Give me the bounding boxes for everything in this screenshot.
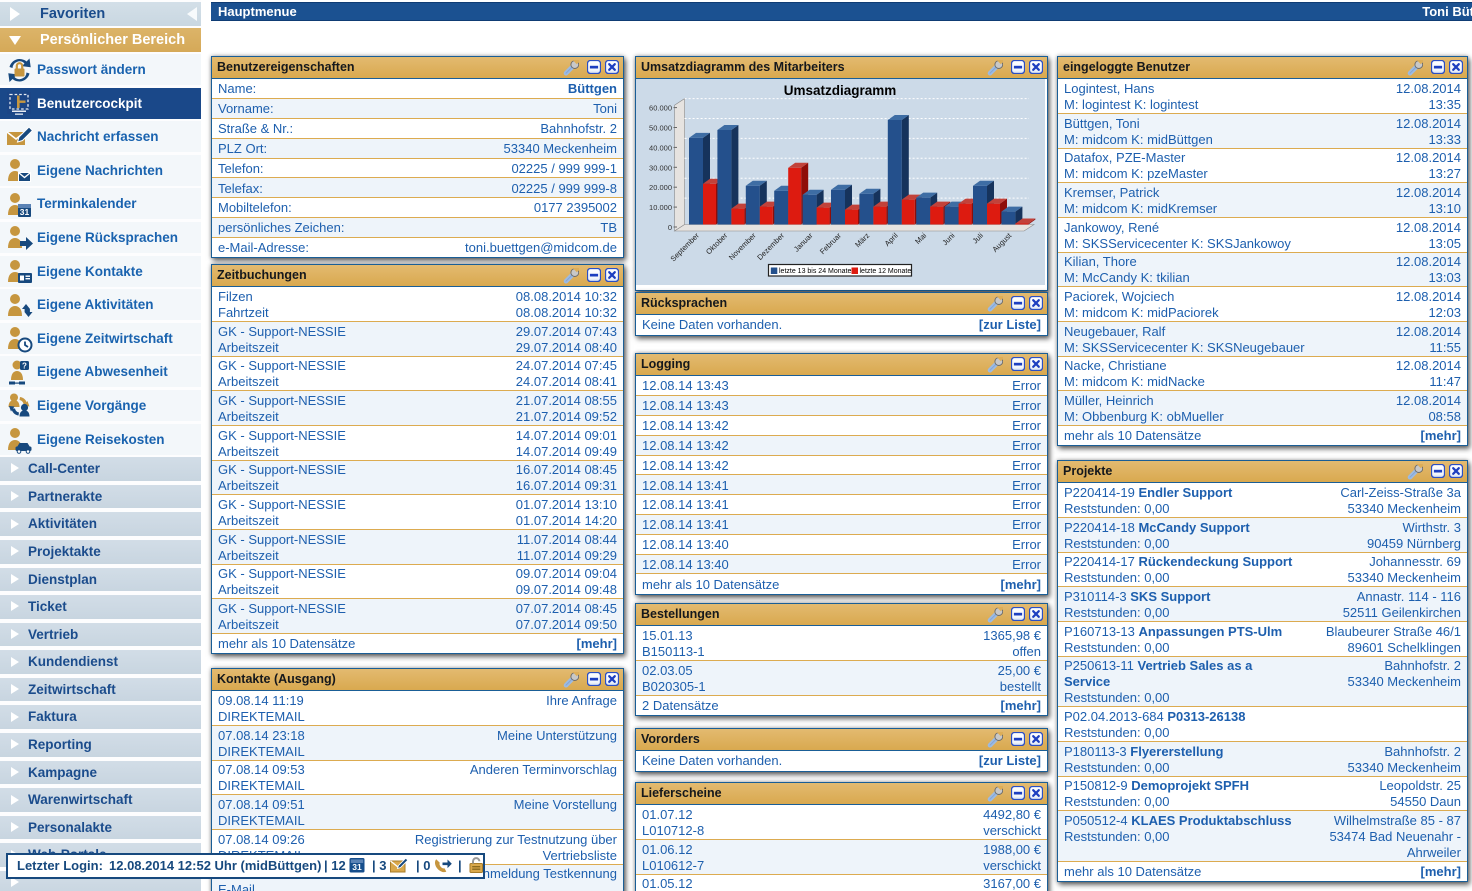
svg-text:60.000: 60.000 (649, 104, 672, 113)
svg-text:31: 31 (20, 207, 30, 217)
svg-text:0: 0 (668, 223, 672, 232)
svg-text:letzte 12 Monate: letzte 12 Monate (860, 268, 912, 275)
svg-text:10.000: 10.000 (649, 203, 672, 212)
svg-text:40.000: 40.000 (649, 143, 672, 152)
svg-text:letzte 13 bis 24 Monate: letzte 13 bis 24 Monate (779, 268, 851, 275)
svg-text:30.000: 30.000 (649, 163, 672, 172)
svg-text:?: ? (22, 361, 27, 370)
svg-text:Umsatzdiagramm: Umsatzdiagramm (784, 83, 897, 98)
svg-text:20.000: 20.000 (649, 183, 672, 192)
svg-text:50.000: 50.000 (649, 124, 672, 133)
svg-text:31: 31 (353, 862, 363, 872)
